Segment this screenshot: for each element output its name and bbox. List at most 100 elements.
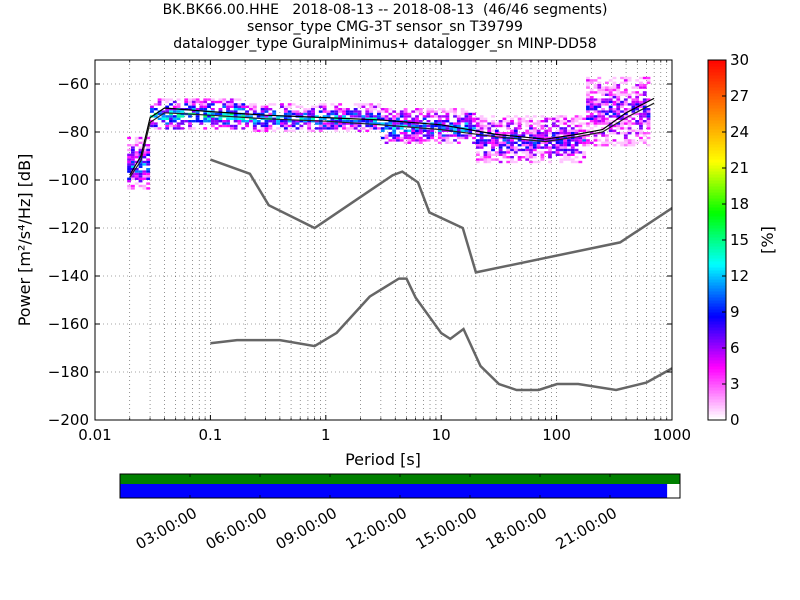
density-cell <box>639 103 643 106</box>
density-cell <box>464 127 469 130</box>
density-cell <box>399 136 404 140</box>
density-cell <box>597 100 602 104</box>
colorbar-segment <box>708 168 726 172</box>
density-cell <box>559 146 564 149</box>
density-cell <box>176 103 181 106</box>
density-cell <box>593 91 598 94</box>
x-axis: 0.01 0.1 1 10 100 1000 <box>78 60 691 444</box>
density-cell <box>449 127 454 130</box>
density-cell <box>334 129 339 132</box>
density-cell <box>283 129 288 132</box>
density-cell <box>567 151 571 154</box>
density-cell <box>384 136 389 140</box>
density-cell <box>601 110 605 113</box>
colorbar-segment <box>708 396 726 400</box>
density-cell <box>311 108 315 111</box>
density-cell <box>612 124 617 128</box>
density-cell <box>127 148 131 152</box>
density-cell <box>586 103 590 106</box>
density-cell <box>146 144 151 147</box>
density-cell <box>548 153 552 156</box>
density-cell <box>349 124 354 128</box>
density-cell <box>498 151 503 154</box>
density-cell <box>563 141 568 144</box>
density-cell <box>307 117 312 120</box>
density-cell <box>426 110 431 113</box>
density-cell <box>597 120 602 123</box>
density-cell <box>184 98 189 101</box>
density-cell <box>475 146 480 149</box>
density-cell <box>517 158 522 161</box>
density-cell <box>491 120 495 123</box>
density-cell <box>623 100 628 104</box>
density-cell <box>134 136 139 140</box>
density-cell <box>330 103 335 106</box>
density-cell <box>604 144 609 147</box>
density-cell <box>563 148 568 152</box>
density-cell <box>392 134 397 137</box>
density-cell <box>525 115 530 118</box>
density-cell <box>441 122 446 125</box>
density-cell <box>510 160 514 164</box>
density-cell <box>252 103 257 106</box>
density-cell <box>138 180 143 183</box>
density-cell <box>623 144 628 147</box>
density-cell <box>403 117 408 120</box>
density-cell <box>214 120 219 123</box>
density-cell <box>314 127 319 130</box>
density-cell <box>199 103 204 106</box>
density-cell <box>199 122 204 125</box>
density-cell <box>601 108 605 111</box>
colorbar-segment <box>708 189 726 193</box>
density-cell <box>479 134 484 137</box>
density-cell <box>210 103 215 106</box>
density-cell <box>468 120 473 123</box>
density-cell <box>616 86 621 89</box>
density-cell <box>176 124 181 128</box>
density-cell <box>540 127 545 130</box>
density-cell <box>574 144 579 147</box>
density-cell <box>426 108 431 111</box>
density-cell <box>299 124 304 128</box>
density-cell <box>586 122 590 125</box>
density-cell <box>540 141 545 144</box>
density-cell <box>608 93 613 96</box>
colorbar-segment <box>708 258 726 262</box>
density-cell <box>589 103 594 106</box>
density-cell <box>311 117 315 120</box>
density-cell <box>548 117 552 120</box>
density-cell <box>172 120 177 123</box>
density-cell <box>403 122 408 125</box>
colorbar-segment <box>708 180 726 184</box>
density-cell <box>510 122 514 125</box>
density-cell <box>589 100 594 104</box>
density-cell <box>357 124 362 128</box>
colorbar-segment <box>708 195 726 199</box>
density-cell <box>608 115 613 118</box>
density-cell <box>449 141 454 144</box>
density-cell <box>608 88 613 92</box>
density-cell <box>635 129 640 132</box>
y-tick-label: −100 <box>48 171 89 189</box>
density-cell <box>229 117 234 120</box>
density-cell <box>449 122 454 125</box>
density-cell <box>326 127 331 130</box>
density-cell <box>612 129 617 132</box>
density-cell <box>532 129 537 132</box>
density-cell <box>392 129 397 132</box>
density-cell <box>510 148 514 152</box>
density-cell <box>498 132 503 135</box>
density-cell <box>616 115 621 118</box>
density-cell <box>593 117 598 120</box>
density-cell <box>604 136 609 140</box>
density-cell <box>276 127 281 130</box>
density-cell <box>380 115 385 118</box>
density-cell <box>631 110 636 113</box>
density-cell <box>639 122 643 125</box>
density-cell <box>642 98 647 101</box>
density-cell <box>214 117 219 120</box>
density-cell <box>392 115 397 118</box>
density-cell <box>502 124 507 128</box>
density-cell <box>635 103 640 106</box>
density-cell <box>623 141 628 144</box>
